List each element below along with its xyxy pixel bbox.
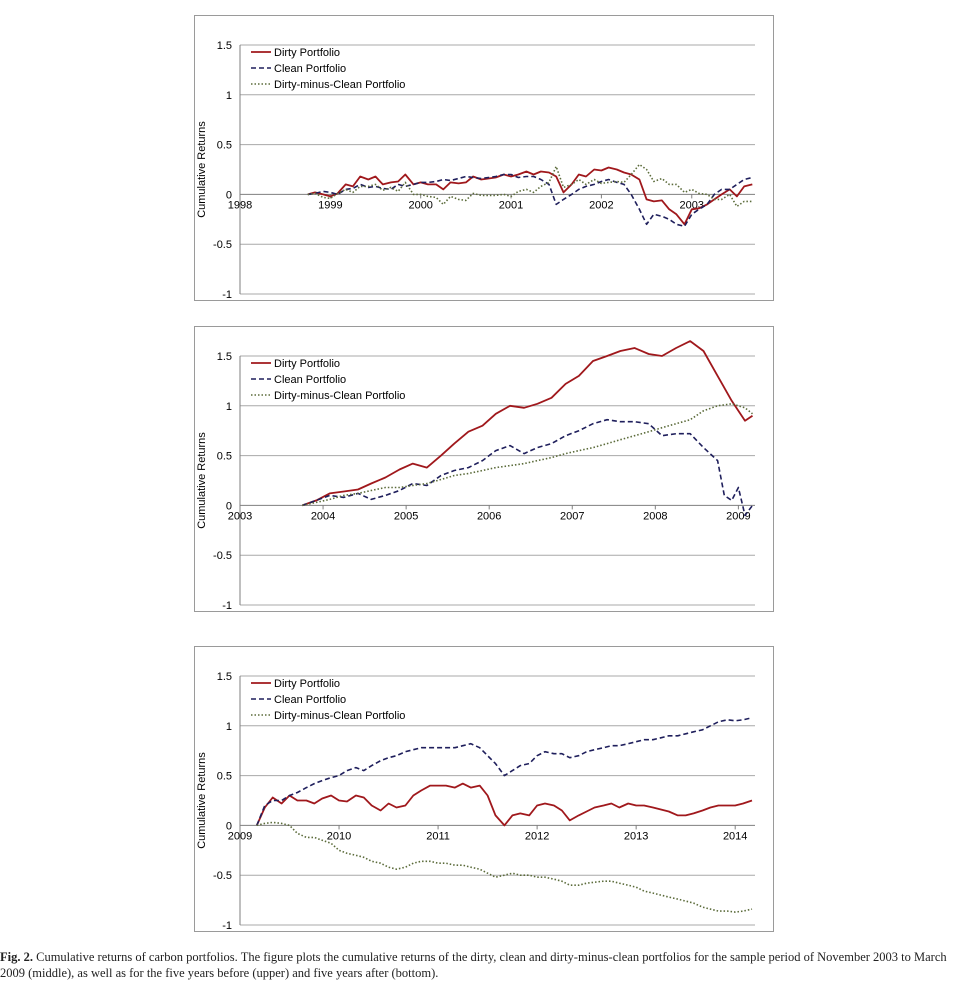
chart-panel-upper: 1.5 1 0.5 0 -0.5 -1 1998 1999 2000 2001 2002 2003 Cu… — [194, 15, 774, 301]
y-tick-label: 0 — [226, 500, 232, 512]
y-tick-label: 0.5 — [217, 451, 232, 463]
x-tick-label: 2002 — [589, 199, 613, 211]
caption-label: Fig. 2. — [0, 950, 33, 964]
legend-label: Clean Portfolio — [274, 694, 346, 706]
x-tick-label: 2000 — [408, 199, 432, 211]
series-line-dirty-minus-clean-portfolio — [302, 403, 753, 507]
series-line-dirty-portfolio — [307, 166, 753, 226]
x-tick-label: 1998 — [228, 199, 252, 211]
legend-label: Clean Portfolio — [274, 374, 346, 386]
series-line-dirty-portfolio — [301, 340, 753, 507]
y-tick-label: 1 — [226, 401, 232, 413]
series-line-dirty-minus-clean-portfolio — [256, 821, 753, 913]
legend-label: Dirty Portfolio — [274, 358, 340, 370]
y-tick-label: 0.5 — [217, 771, 232, 783]
y-tick-label: -0.5 — [213, 239, 232, 251]
chart-panel-middle: 1.5 1 0.5 0 -0.5 -1 2003 2004 2005 2006 2007 2008 20… — [194, 326, 774, 612]
y-tick-label: -1 — [222, 920, 232, 932]
legend-label: Dirty Portfolio — [274, 678, 340, 690]
y-axis-label: Cumulative Returns — [196, 432, 208, 529]
x-tick-label: 2003 — [228, 510, 252, 522]
y-axis-label: Cumulative Returns — [196, 752, 208, 849]
x-tick-label: 2001 — [499, 199, 523, 211]
legend-label: Dirty Portfolio — [274, 47, 340, 59]
y-tick-label: 0.5 — [217, 140, 232, 152]
series-line-clean-portfolio — [307, 173, 753, 228]
x-tick-label: 2012 — [525, 830, 549, 842]
chart-svg: 1.5 1 0.5 0 -0.5 -1 2009 2010 2011 2012 2013 2014 Cu… — [196, 671, 755, 932]
chart-panel-bottom: 1.5 1 0.5 0 -0.5 -1 2009 2010 2011 2012 2013 2014 Cu… — [194, 646, 774, 932]
x-tick-label: 2004 — [311, 510, 335, 522]
x-tick-label: 2005 — [394, 510, 418, 522]
legend-label: Clean Portfolio — [274, 63, 346, 75]
x-tick-label: 2014 — [723, 830, 747, 842]
x-tick-label: 2009 — [726, 510, 750, 522]
y-tick-label: 1.5 — [217, 671, 232, 683]
y-tick-label: 0 — [226, 189, 232, 201]
chart-svg: 1.5 1 0.5 0 -0.5 -1 2003 2004 2005 2006 2007 2008 20… — [196, 340, 755, 612]
y-axis-label: Cumulative Returns — [196, 121, 208, 218]
x-tick-label: 2007 — [560, 510, 584, 522]
y-tick-label: 1.5 — [217, 351, 232, 363]
y-tick-label: -0.5 — [213, 550, 232, 562]
x-tick-label: 2011 — [426, 830, 450, 842]
x-tick-label: 2006 — [477, 510, 501, 522]
y-tick-label: 1.5 — [217, 40, 232, 52]
x-tick-label: 2013 — [624, 830, 648, 842]
series-line-dirty-portfolio — [255, 782, 753, 827]
y-tick-label: 1 — [226, 721, 232, 733]
y-tick-label: -1 — [222, 600, 232, 612]
figure-caption: Fig. 2. Cumulative returns of carbon por… — [0, 949, 974, 981]
legend-label: Dirty-minus-Clean Portfolio — [274, 79, 405, 91]
y-tick-label: 1 — [226, 90, 232, 102]
x-tick-label: 1999 — [318, 199, 342, 211]
series-line-clean-portfolio — [256, 717, 753, 826]
y-tick-label: -0.5 — [213, 870, 232, 882]
series-line-dirty-minus-clean-portfolio — [307, 163, 753, 208]
legend-label: Dirty-minus-Clean Portfolio — [274, 710, 405, 722]
x-tick-label: 2009 — [228, 830, 252, 842]
y-tick-label: 0 — [226, 820, 232, 832]
caption-text: Cumulative returns of carbon portfolios.… — [0, 950, 947, 980]
x-tick-label: 2008 — [643, 510, 667, 522]
legend-label: Dirty-minus-Clean Portfolio — [274, 390, 405, 402]
series-line-clean-portfolio — [302, 418, 754, 517]
x-tick-label: 2010 — [327, 830, 351, 842]
y-tick-label: -1 — [222, 289, 232, 301]
